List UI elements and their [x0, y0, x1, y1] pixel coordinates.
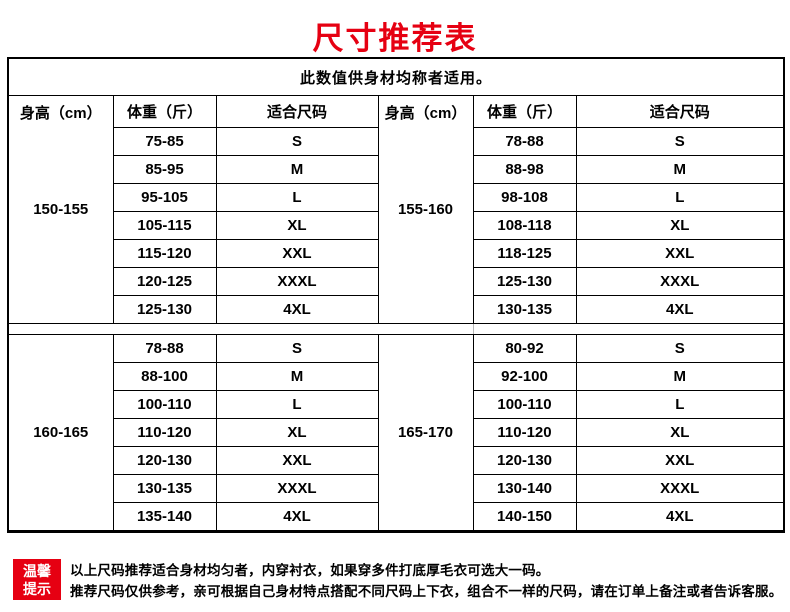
weight-cell: 78-88: [472, 127, 577, 156]
weight-cell: 125-130: [112, 295, 217, 324]
page-title: 尺寸推荐表: [312, 21, 478, 56]
size-cell: S: [575, 127, 785, 156]
weight-cell: 75-85: [112, 127, 217, 156]
tips-text: 以上尺码推荐适合身材均匀者，内穿衬衣，如果穿多件打底厚毛衣可选大一码。 推荐尺码…: [70, 559, 782, 602]
weight-cell: 92-100: [472, 362, 577, 391]
weight-cell: 100-110: [472, 390, 577, 419]
size-cell: M: [575, 155, 785, 184]
height-range-cell: 165-170: [377, 334, 474, 532]
size-table: 此数值供身材均称者适用。 身高（cm） 150-155 体重（斤） 适合尺码 身…: [7, 57, 786, 533]
table-note-row: 此数值供身材均称者适用。: [7, 57, 785, 96]
height-range-value: 160-165: [33, 424, 89, 441]
weight-cell: 125-130: [472, 267, 577, 296]
tip-text-line: 推荐尺码仅供参考，亲可根据自己身材特点搭配不同尺码上下衣，组合不一样的尺码，请在…: [70, 584, 783, 599]
header-row: 身高（cm） 150-155 体重（斤） 适合尺码 身高（cm） 155-160…: [7, 95, 785, 324]
size-cell: M: [575, 362, 785, 391]
table-row: 120-125 XXXL 125-130 XXXL: [8, 267, 785, 296]
size-cell: XXXL: [215, 474, 379, 503]
size-cell: 4XL: [575, 295, 785, 324]
weight-cell: 118-125: [472, 239, 577, 268]
column-header-weight: 体重（斤）: [472, 95, 577, 128]
size-cell: S: [575, 334, 785, 363]
weight-cell: 85-95: [112, 155, 217, 184]
size-cell: L: [215, 183, 379, 212]
column-header-size: 适合尺码: [575, 95, 785, 128]
column-header-weight: 体重（斤）: [112, 95, 217, 128]
spacer-cell: [7, 323, 474, 335]
spacer-cell: [472, 323, 785, 335]
tip-text-line: 以上尺码推荐适合身材均匀者，内穿衬衣，如果穿多件打底厚毛衣可选大一码。: [70, 563, 550, 578]
weight-cell: 120-125: [112, 267, 217, 296]
size-cell: XXL: [215, 239, 379, 268]
weight-cell: 115-120: [112, 239, 217, 268]
size-cell: 4XL: [215, 295, 379, 324]
table-note: 此数值供身材均称者适用。: [7, 57, 785, 96]
table-row: 100-110 L 100-110 L: [8, 390, 785, 419]
tips-badge: 温馨 提示: [13, 559, 61, 600]
weight-cell: 110-120: [472, 418, 577, 447]
weight-cell: 78-88: [112, 334, 217, 363]
table-row: 160-165 78-88 S 165-170 80-92 S: [7, 334, 785, 532]
weight-cell: 88-98: [472, 155, 577, 184]
table-row: 135-140 4XL 140-150 4XL: [8, 502, 785, 532]
table-row: 75-85 S 78-88 S: [8, 127, 785, 156]
weight-cell: 130-135: [472, 295, 577, 324]
weight-cell: 130-140: [472, 474, 577, 503]
size-cell: XL: [575, 211, 785, 240]
table-row: 130-135 XXXL 130-140 XXXL: [8, 474, 785, 503]
weight-cell: 105-115: [112, 211, 217, 240]
weight-cell: 88-100: [112, 362, 217, 391]
table-row: 105-115 XL 108-118 XL: [8, 211, 785, 240]
column-header-height: 身高（cm）: [19, 104, 102, 122]
size-cell: 4XL: [575, 502, 785, 532]
spacer-row: [7, 323, 785, 335]
weight-cell: 140-150: [472, 502, 577, 532]
table-row: 85-95 M 88-98 M: [8, 155, 785, 184]
size-cell: M: [215, 362, 379, 391]
height-range-value: 155-160: [397, 201, 454, 218]
tips-section: 温馨 提示 以上尺码推荐适合身材均匀者，内穿衬衣，如果穿多件打底厚毛衣可选大一码…: [13, 559, 784, 602]
table-row: 88-100 M 92-100 M: [8, 362, 785, 391]
column-header-height: 身高（cm）: [384, 104, 467, 122]
size-cell: L: [575, 390, 785, 419]
size-cell: L: [575, 183, 785, 212]
size-cell: XXL: [575, 239, 785, 268]
size-cell: L: [215, 390, 379, 419]
weight-cell: 95-105: [112, 183, 217, 212]
size-cell: XXL: [575, 446, 785, 475]
size-cell: XL: [215, 418, 379, 447]
size-cell: XL: [575, 418, 785, 447]
weight-cell: 120-130: [472, 446, 577, 475]
weight-cell: 100-110: [112, 390, 217, 419]
height-range-cell: 身高（cm） 150-155: [7, 95, 114, 324]
size-cell: XXXL: [215, 267, 379, 296]
height-range-value: 165-170: [397, 424, 454, 441]
weight-cell: 130-135: [112, 474, 217, 503]
size-cell: 4XL: [215, 502, 379, 532]
size-cell: XL: [215, 211, 379, 240]
weight-cell: 120-130: [112, 446, 217, 475]
tips-badge-line2: 提示: [23, 581, 51, 597]
size-cell: M: [215, 155, 379, 184]
size-cell: XXL: [215, 446, 379, 475]
weight-cell: 135-140: [112, 502, 217, 532]
weight-cell: 110-120: [112, 418, 217, 447]
column-header-size: 适合尺码: [215, 95, 379, 128]
table-row: 110-120 XL 110-120 XL: [8, 418, 785, 447]
height-range-value: 150-155: [33, 201, 89, 218]
tips-badge-line1: 温馨: [23, 563, 51, 579]
weight-cell: 98-108: [472, 183, 577, 212]
weight-cell: 80-92: [472, 334, 577, 363]
size-cell: XXXL: [575, 267, 785, 296]
size-cell: S: [215, 334, 379, 363]
weight-cell: 108-118: [472, 211, 577, 240]
height-range-cell: 身高（cm） 155-160: [377, 95, 474, 324]
size-cell: S: [215, 127, 379, 156]
height-range-cell: 160-165: [7, 334, 114, 532]
size-cell: XXXL: [575, 474, 785, 503]
